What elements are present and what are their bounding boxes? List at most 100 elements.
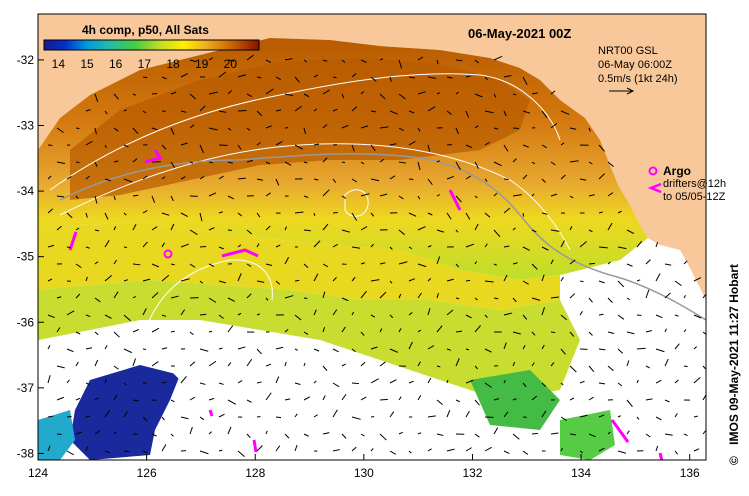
current-vector bbox=[265, 297, 269, 301]
current-vector bbox=[189, 229, 198, 235]
current-vector bbox=[113, 431, 117, 435]
current-vector bbox=[503, 450, 510, 454]
current-vector bbox=[218, 382, 224, 385]
current-vector bbox=[389, 411, 395, 418]
current-vector bbox=[493, 127, 499, 130]
current-vector bbox=[294, 105, 302, 112]
current-vector bbox=[455, 161, 461, 171]
current-vector bbox=[493, 55, 503, 61]
current-vector bbox=[47, 445, 51, 452]
current-vector bbox=[94, 195, 98, 204]
current-vector bbox=[132, 295, 136, 299]
current-vector bbox=[398, 59, 403, 69]
current-vector bbox=[360, 433, 365, 437]
current-vector bbox=[113, 365, 119, 370]
current-vector bbox=[189, 396, 196, 401]
current-vector bbox=[503, 110, 507, 117]
current-vector bbox=[541, 274, 545, 282]
contour-line bbox=[49, 73, 561, 191]
current-vector bbox=[322, 327, 326, 333]
current-vector bbox=[284, 295, 294, 299]
current-vector bbox=[655, 445, 659, 452]
current-vector bbox=[693, 314, 702, 319]
current-vector bbox=[408, 312, 413, 316]
current-vector bbox=[94, 430, 101, 435]
current-vector bbox=[588, 161, 593, 165]
current-vector bbox=[550, 331, 556, 334]
drifter-label-1: drifters@12h bbox=[663, 178, 726, 190]
current-vector bbox=[512, 262, 518, 265]
current-vector bbox=[579, 380, 585, 384]
current-vector bbox=[94, 229, 100, 232]
sst-field-cyan bbox=[38, 410, 75, 460]
current-vector bbox=[189, 361, 196, 367]
current-vector bbox=[85, 246, 90, 249]
current-vector bbox=[493, 161, 502, 167]
sst-field-green bbox=[38, 280, 580, 400]
current-vector bbox=[664, 328, 668, 333]
current-vector bbox=[436, 399, 443, 406]
current-vector bbox=[560, 447, 564, 452]
current-vector bbox=[664, 263, 672, 266]
current-vector bbox=[360, 361, 366, 367]
current-vector bbox=[550, 259, 554, 265]
current-vector bbox=[151, 327, 160, 333]
current-vector bbox=[693, 346, 698, 350]
current-vector bbox=[541, 212, 548, 215]
current-vector bbox=[474, 223, 479, 231]
current-vector bbox=[370, 144, 376, 152]
current-vector bbox=[569, 331, 575, 337]
current-vector bbox=[66, 212, 73, 219]
current-vector bbox=[294, 314, 302, 321]
current-vector bbox=[474, 161, 480, 169]
current-vector bbox=[227, 325, 234, 333]
current-vector bbox=[588, 365, 595, 373]
current-vector bbox=[427, 448, 432, 452]
current-vector bbox=[465, 447, 472, 452]
current-vector bbox=[398, 195, 404, 200]
current-vector bbox=[237, 346, 246, 350]
current-vector bbox=[446, 278, 454, 282]
current-vector bbox=[142, 110, 147, 114]
current-vector bbox=[303, 93, 310, 98]
current-vector bbox=[341, 195, 347, 199]
current-vector bbox=[607, 161, 614, 168]
current-vector bbox=[284, 93, 294, 97]
current-vector bbox=[123, 314, 131, 322]
current-vector bbox=[417, 56, 424, 61]
current-vector bbox=[284, 398, 291, 401]
current-vector bbox=[503, 144, 509, 152]
current-vector bbox=[351, 106, 358, 112]
current-vector bbox=[427, 277, 432, 282]
current-vector bbox=[351, 382, 360, 385]
current-vector bbox=[617, 246, 627, 250]
current-vector bbox=[550, 123, 558, 129]
current-vector bbox=[303, 127, 307, 135]
current-vector bbox=[294, 382, 301, 385]
map-title: 06-May-2021 00Z bbox=[468, 26, 571, 41]
current-vector bbox=[218, 413, 225, 418]
current-vector bbox=[455, 59, 463, 62]
current-vector bbox=[123, 348, 133, 354]
current-vector bbox=[256, 110, 263, 117]
current-vector bbox=[379, 58, 384, 61]
current-vector bbox=[693, 415, 698, 418]
current-vector bbox=[66, 379, 70, 384]
current-vector bbox=[170, 263, 175, 266]
current-vector bbox=[256, 445, 263, 452]
current-vector bbox=[522, 76, 528, 86]
current-vector bbox=[446, 175, 455, 180]
current-vector bbox=[436, 194, 440, 197]
current-vector bbox=[151, 127, 158, 131]
lat-tick-label: -38 bbox=[17, 446, 35, 460]
current-vector bbox=[218, 246, 224, 250]
current-vector bbox=[379, 262, 386, 265]
current-vector bbox=[94, 397, 99, 401]
current-vector bbox=[465, 144, 473, 149]
current-vector bbox=[303, 229, 311, 232]
current-vector bbox=[417, 329, 422, 333]
current-vector bbox=[237, 450, 245, 458]
current-vector bbox=[370, 243, 375, 248]
current-vector bbox=[218, 71, 227, 78]
current-vector bbox=[170, 91, 177, 95]
